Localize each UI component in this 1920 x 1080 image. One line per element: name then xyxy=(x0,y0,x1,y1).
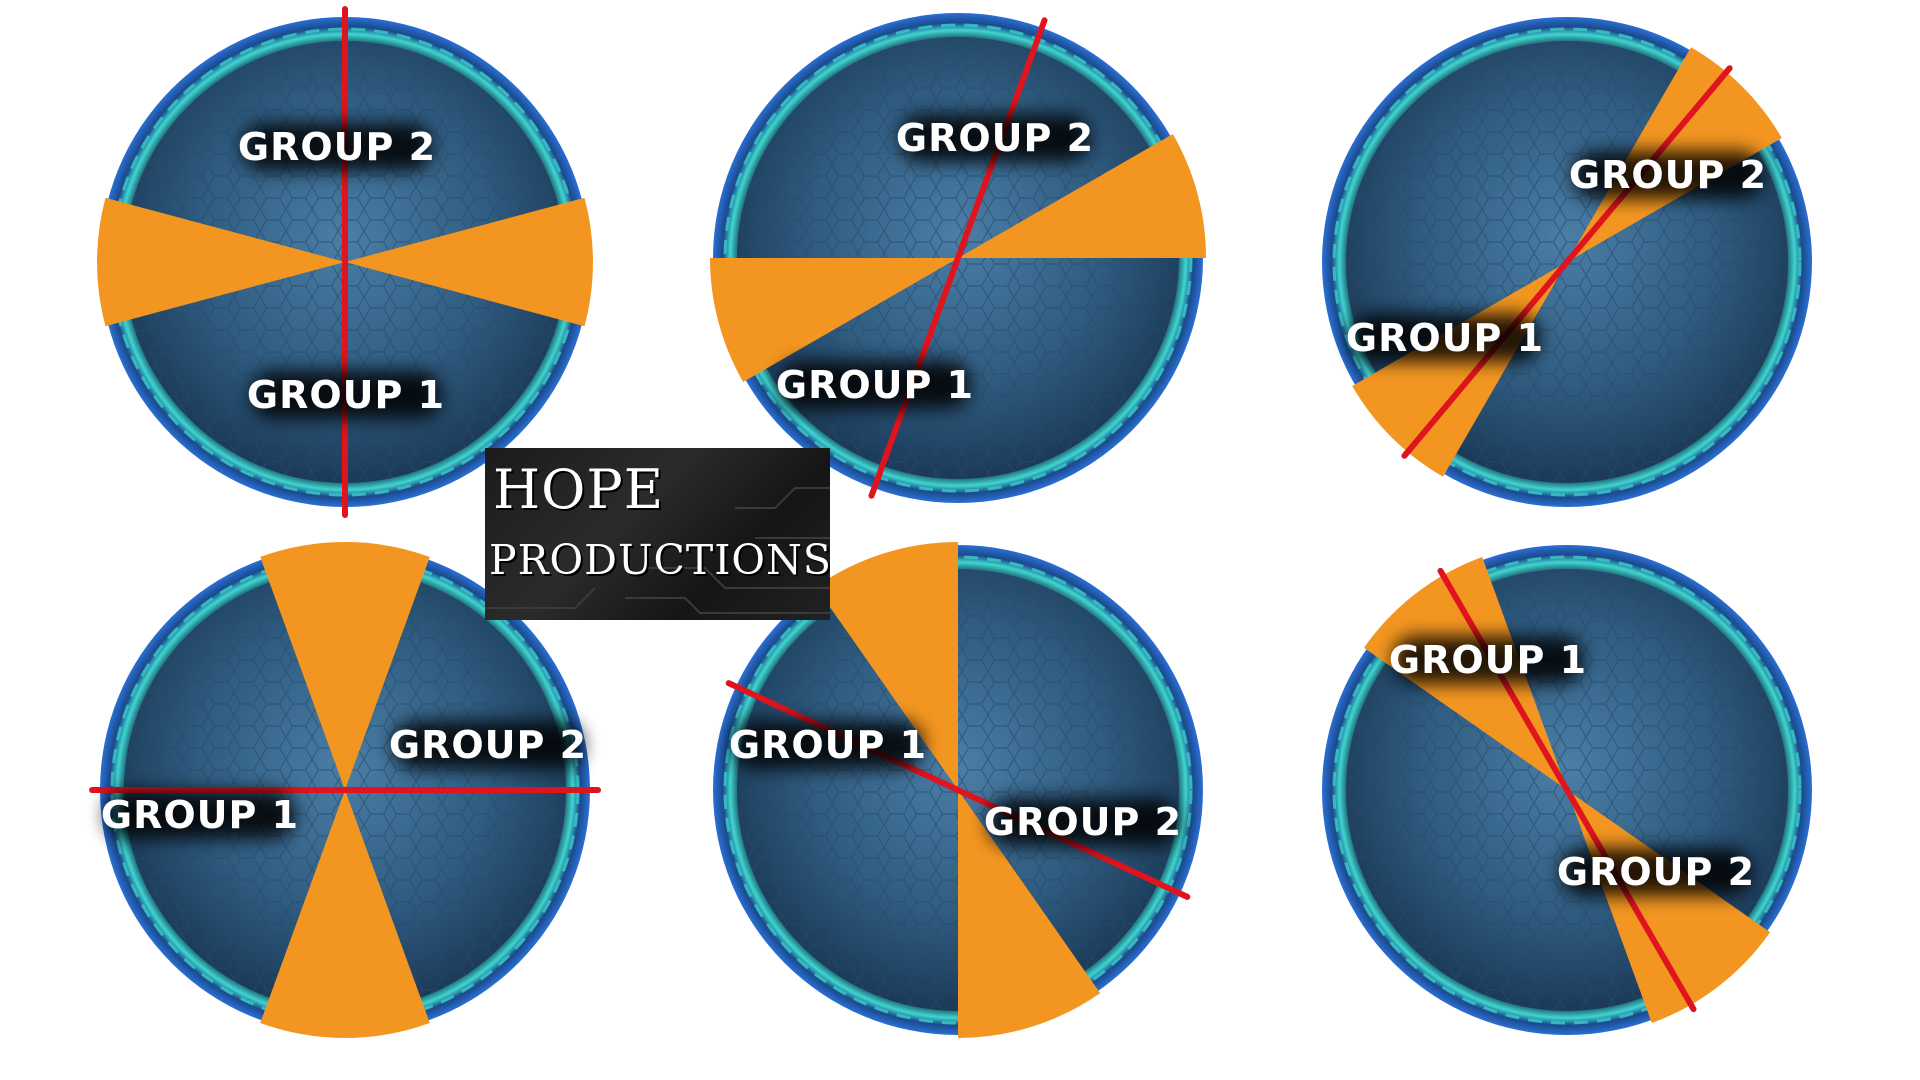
group-2-label: GROUP 2 xyxy=(389,721,587,769)
svg-text:GROUP 2: GROUP 2 xyxy=(896,116,1094,160)
red-divider-line xyxy=(868,17,1048,499)
group-1-label: GROUP 1 xyxy=(776,361,974,409)
group-2-label: GROUP 2 xyxy=(896,114,1094,162)
circle-diagram-6: GROUP 1 GROUP 2 xyxy=(1322,545,1812,1035)
group-1-label: GROUP 1 xyxy=(1389,636,1587,684)
ring-glow xyxy=(1332,27,1802,497)
circle-diagram-2: GROUP 2 GROUP 1 xyxy=(709,13,1207,503)
svg-text:GROUP 2: GROUP 2 xyxy=(1557,850,1755,894)
circle-diagram-5: GROUP 1 GROUP 2 xyxy=(713,542,1203,1038)
logo-line-2: PRODUCTIONS xyxy=(489,536,830,584)
orange-wedges xyxy=(815,542,1101,1038)
hope-productions-logo: HOPE PRODUCTIONS xyxy=(485,448,830,620)
svg-text:GROUP 1: GROUP 1 xyxy=(101,793,299,837)
orange-wedges xyxy=(709,134,1207,382)
circle-diagram-1: GROUP 2 GROUP 1 xyxy=(97,6,593,518)
circuit-pattern xyxy=(485,487,830,614)
orange-wedge xyxy=(815,542,958,790)
group-2-label: GROUP 2 xyxy=(984,798,1182,846)
logo-line-1: HOPE xyxy=(493,458,665,521)
svg-text:GROUP 2: GROUP 2 xyxy=(1569,153,1767,197)
svg-text:GROUP 1: GROUP 1 xyxy=(729,723,927,767)
orange-wedge xyxy=(97,197,346,327)
circle-diagram-4: GROUP 2 GROUP 1 xyxy=(89,542,601,1038)
svg-text:GROUP 2: GROUP 2 xyxy=(389,723,587,767)
circle-diagram-3: GROUP 2 GROUP 1 xyxy=(1322,17,1812,507)
orange-wedge xyxy=(260,790,430,1038)
orange-wedge xyxy=(958,134,1207,258)
orange-wedge xyxy=(958,790,1101,1038)
ring-glow xyxy=(1332,555,1802,1025)
svg-text:GROUP 1: GROUP 1 xyxy=(1389,638,1587,682)
svg-text:GROUP 1: GROUP 1 xyxy=(1346,316,1544,360)
orange-wedge xyxy=(709,258,958,382)
svg-text:GROUP 1: GROUP 1 xyxy=(776,363,974,407)
ring-glow xyxy=(723,555,1193,1025)
red-divider-line xyxy=(725,680,1191,900)
group-1-label: GROUP 1 xyxy=(1346,314,1544,362)
orange-wedge xyxy=(260,542,430,790)
group-1-label: GROUP 1 xyxy=(247,371,445,419)
red-divider-line xyxy=(1401,65,1733,459)
group-1-label: GROUP 1 xyxy=(729,721,927,769)
orange-wedge xyxy=(345,197,593,327)
group-1-label: GROUP 1 xyxy=(101,791,299,839)
svg-text:GROUP 1: GROUP 1 xyxy=(247,373,445,417)
group-2-label: GROUP 2 xyxy=(1569,151,1767,199)
orange-wedges xyxy=(260,542,430,1038)
group-2-label: GROUP 2 xyxy=(238,123,436,171)
svg-text:GROUP 2: GROUP 2 xyxy=(238,125,436,169)
orange-wedges xyxy=(97,197,593,327)
svg-text:GROUP 2: GROUP 2 xyxy=(984,800,1182,844)
group-2-label: GROUP 2 xyxy=(1557,848,1755,896)
